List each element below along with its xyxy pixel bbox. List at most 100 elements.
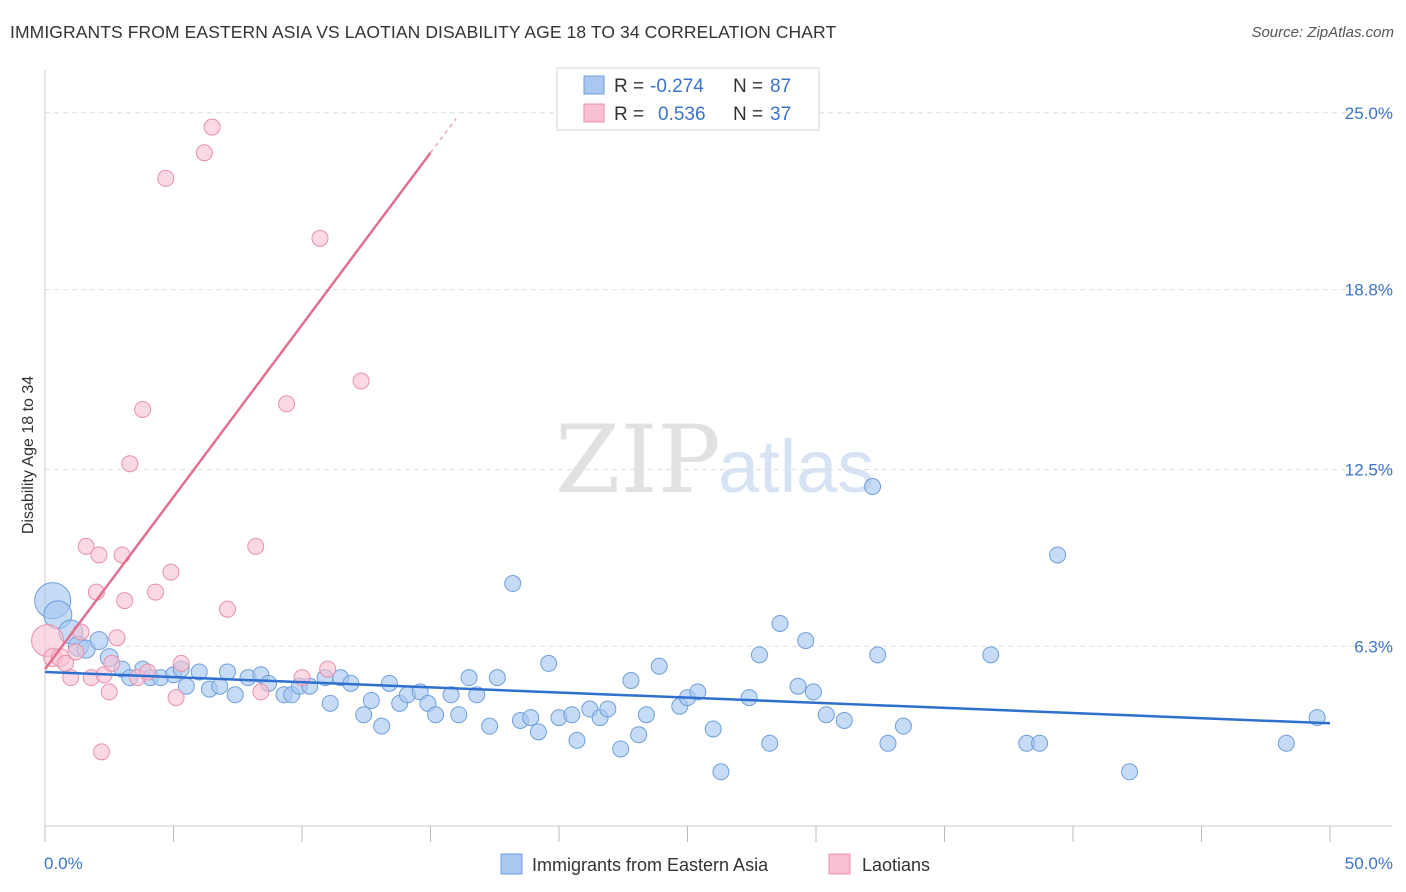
point-immigrants-73 bbox=[804, 683, 822, 701]
series-immigrants-points bbox=[34, 478, 1326, 781]
point-immigrants-18 bbox=[218, 663, 236, 681]
legend-n-value-1: 87 bbox=[770, 76, 791, 97]
y-tick-label-0: 6.3% bbox=[1354, 637, 1393, 656]
point-immigrants-5 bbox=[89, 631, 109, 651]
point-laotians-20 bbox=[134, 400, 152, 418]
point-immigrants-57 bbox=[612, 740, 630, 758]
legend-r-label-2: R = bbox=[614, 104, 644, 125]
point-immigrants-82 bbox=[1031, 734, 1049, 752]
point-immigrants-28 bbox=[321, 694, 339, 712]
point-laotians-21 bbox=[139, 663, 157, 681]
bottom-legend-swatch-pink bbox=[828, 853, 851, 875]
point-laotians-11 bbox=[93, 743, 111, 761]
point-laotians-34 bbox=[311, 229, 329, 247]
y-tick-label-3: 25.0% bbox=[1345, 104, 1393, 123]
series-legend: Immigrants from Eastern Asia Laotians bbox=[500, 853, 930, 875]
trend-lines bbox=[43, 118, 1331, 725]
point-laotians-13 bbox=[100, 683, 118, 701]
point-immigrants-43 bbox=[468, 686, 486, 704]
point-immigrants-34 bbox=[380, 674, 398, 692]
point-immigrants-15 bbox=[190, 663, 208, 681]
source-label: Source: ZipAtlas.com bbox=[1251, 24, 1394, 41]
trend-line-immigrants bbox=[44, 670, 1331, 725]
point-immigrants-78 bbox=[879, 734, 897, 752]
point-immigrants-67 bbox=[740, 689, 758, 707]
y-tick-label-1: 12.5% bbox=[1345, 460, 1393, 479]
y-tick-label-2: 18.8% bbox=[1345, 281, 1393, 300]
point-immigrants-74 bbox=[817, 706, 835, 724]
point-laotians-15 bbox=[108, 629, 126, 647]
axes bbox=[44, 70, 1392, 842]
legend-n-label-1: N = bbox=[733, 76, 763, 97]
point-immigrants-71 bbox=[789, 677, 807, 695]
point-immigrants-84 bbox=[1121, 763, 1139, 781]
point-laotians-16 bbox=[113, 546, 131, 564]
point-laotians-5 bbox=[67, 643, 85, 661]
watermark-atlas: atlas bbox=[718, 425, 874, 508]
point-immigrants-32 bbox=[362, 691, 380, 709]
point-laotians-27 bbox=[195, 144, 213, 162]
point-laotians-31 bbox=[252, 683, 270, 701]
point-immigrants-83 bbox=[1049, 546, 1067, 564]
point-immigrants-41 bbox=[450, 706, 468, 724]
point-laotians-23 bbox=[157, 169, 175, 187]
point-immigrants-45 bbox=[488, 669, 506, 687]
point-immigrants-59 bbox=[630, 726, 648, 744]
point-immigrants-76 bbox=[864, 478, 882, 496]
point-laotians-28 bbox=[203, 118, 221, 136]
legend-r-label-1: R = bbox=[614, 76, 644, 97]
point-immigrants-42 bbox=[460, 669, 478, 687]
point-immigrants-58 bbox=[622, 672, 640, 690]
point-laotians-24 bbox=[162, 563, 180, 581]
point-laotians-22 bbox=[147, 583, 165, 601]
bottom-legend-label-2: Laotians bbox=[862, 855, 930, 875]
point-laotians-26 bbox=[172, 654, 190, 672]
point-immigrants-53 bbox=[568, 731, 586, 749]
point-laotians-35 bbox=[319, 660, 337, 678]
point-immigrants-75 bbox=[835, 711, 853, 729]
chart-title: IMMIGRANTS FROM EASTERN ASIA VS LAOTIAN … bbox=[10, 22, 837, 42]
point-immigrants-64 bbox=[689, 683, 707, 701]
point-immigrants-56 bbox=[599, 700, 617, 718]
point-laotians-7 bbox=[77, 537, 95, 555]
stats-legend: R = -0.274 N = 87 R = 0.536 N = 37 bbox=[556, 67, 820, 131]
point-laotians-30 bbox=[247, 537, 265, 555]
legend-n-label-2: N = bbox=[733, 104, 763, 125]
point-immigrants-31 bbox=[355, 706, 373, 724]
point-immigrants-69 bbox=[761, 734, 779, 752]
point-laotians-29 bbox=[218, 600, 236, 618]
point-laotians-25 bbox=[167, 689, 185, 707]
y-axis-label: Disability Age 18 to 34 bbox=[20, 376, 37, 534]
point-immigrants-49 bbox=[529, 723, 547, 741]
point-immigrants-44 bbox=[481, 717, 499, 735]
x-tick-label-1: 50.0% bbox=[1345, 854, 1393, 873]
bottom-legend-label-1: Immigrants from Eastern Asia bbox=[532, 855, 769, 875]
watermark-zip: ZIP bbox=[555, 406, 721, 515]
point-immigrants-66 bbox=[712, 763, 730, 781]
trend-line-laotians bbox=[43, 151, 432, 670]
point-immigrants-77 bbox=[869, 646, 887, 664]
point-immigrants-46 bbox=[504, 575, 522, 593]
point-immigrants-70 bbox=[771, 614, 789, 632]
legend-r-value-2: 0.536 bbox=[658, 104, 706, 125]
point-immigrants-33 bbox=[373, 717, 391, 735]
point-laotians-10 bbox=[90, 546, 108, 564]
point-immigrants-40 bbox=[442, 686, 460, 704]
point-immigrants-79 bbox=[894, 717, 912, 735]
trend-line-laotians-extension bbox=[429, 118, 457, 154]
legend-n-value-2: 37 bbox=[770, 104, 791, 125]
point-immigrants-48 bbox=[522, 709, 540, 727]
point-immigrants-72 bbox=[797, 632, 815, 650]
point-immigrants-68 bbox=[750, 646, 768, 664]
bottom-legend-swatch-blue bbox=[500, 853, 523, 875]
point-immigrants-39 bbox=[427, 706, 445, 724]
tick-labels: 6.3% 12.5% 18.8% 25.0% 0.0% 50.0% bbox=[44, 104, 1393, 873]
point-immigrants-19 bbox=[226, 686, 244, 704]
point-laotians-18 bbox=[121, 455, 139, 473]
point-immigrants-61 bbox=[650, 657, 668, 675]
point-immigrants-65 bbox=[704, 720, 722, 738]
point-immigrants-80 bbox=[982, 646, 1000, 664]
legend-swatch-blue bbox=[583, 75, 605, 95]
point-immigrants-85 bbox=[1277, 734, 1295, 752]
